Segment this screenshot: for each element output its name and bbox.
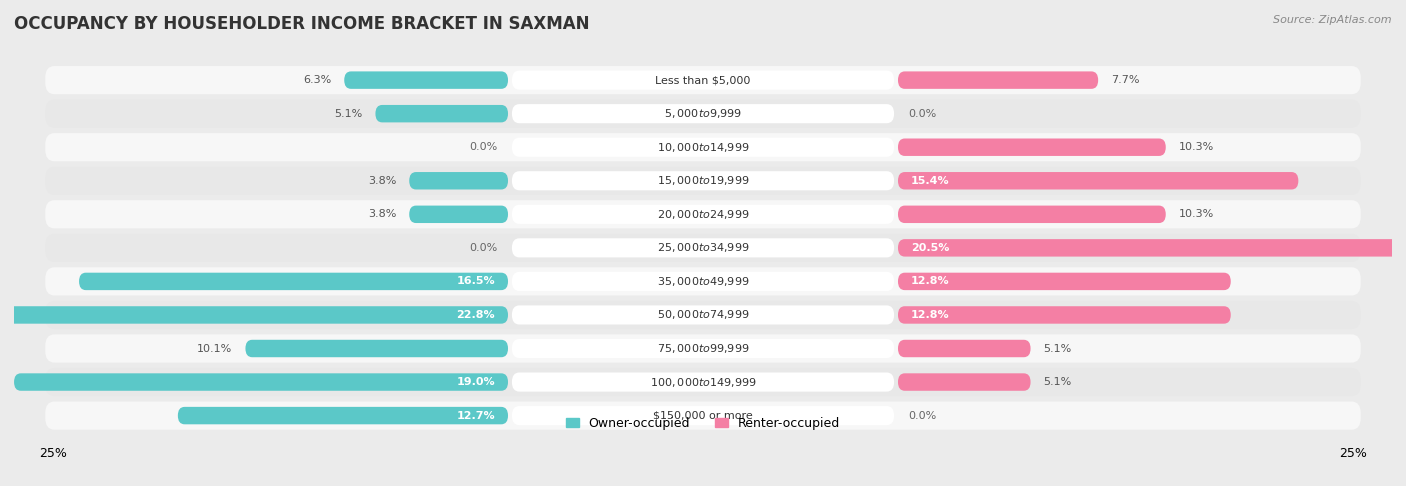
Text: 5.1%: 5.1% <box>1043 377 1071 387</box>
FancyBboxPatch shape <box>45 334 1361 363</box>
FancyBboxPatch shape <box>45 100 1361 128</box>
FancyBboxPatch shape <box>45 368 1361 396</box>
Text: 10.1%: 10.1% <box>197 344 232 353</box>
Text: 12.8%: 12.8% <box>911 277 949 286</box>
FancyBboxPatch shape <box>14 373 508 391</box>
Text: 0.0%: 0.0% <box>470 142 498 152</box>
Text: 19.0%: 19.0% <box>457 377 495 387</box>
Legend: Owner-occupied, Renter-occupied: Owner-occupied, Renter-occupied <box>561 412 845 435</box>
FancyBboxPatch shape <box>898 172 1298 190</box>
FancyBboxPatch shape <box>512 171 894 191</box>
FancyBboxPatch shape <box>409 206 508 223</box>
FancyBboxPatch shape <box>898 306 1230 324</box>
Text: 10.3%: 10.3% <box>1178 209 1213 219</box>
Text: 0.0%: 0.0% <box>908 411 936 420</box>
FancyBboxPatch shape <box>898 239 1406 257</box>
Text: 10.3%: 10.3% <box>1178 142 1213 152</box>
Text: 7.7%: 7.7% <box>1111 75 1140 85</box>
Text: $10,000 to $14,999: $10,000 to $14,999 <box>657 141 749 154</box>
FancyBboxPatch shape <box>45 234 1361 262</box>
FancyBboxPatch shape <box>898 71 1098 89</box>
Text: $15,000 to $19,999: $15,000 to $19,999 <box>657 174 749 187</box>
Text: $5,000 to $9,999: $5,000 to $9,999 <box>664 107 742 120</box>
Text: 12.7%: 12.7% <box>457 411 495 420</box>
FancyBboxPatch shape <box>45 133 1361 161</box>
FancyBboxPatch shape <box>512 104 894 123</box>
FancyBboxPatch shape <box>409 172 508 190</box>
FancyBboxPatch shape <box>512 406 894 425</box>
Text: Less than $5,000: Less than $5,000 <box>655 75 751 85</box>
Text: $20,000 to $24,999: $20,000 to $24,999 <box>657 208 749 221</box>
FancyBboxPatch shape <box>898 373 1031 391</box>
FancyBboxPatch shape <box>246 340 508 357</box>
FancyBboxPatch shape <box>512 272 894 291</box>
Text: 6.3%: 6.3% <box>302 75 332 85</box>
FancyBboxPatch shape <box>512 70 894 90</box>
FancyBboxPatch shape <box>512 339 894 358</box>
FancyBboxPatch shape <box>898 340 1031 357</box>
Text: 16.5%: 16.5% <box>457 277 495 286</box>
Text: Source: ZipAtlas.com: Source: ZipAtlas.com <box>1274 15 1392 25</box>
FancyBboxPatch shape <box>512 138 894 157</box>
Text: $75,000 to $99,999: $75,000 to $99,999 <box>657 342 749 355</box>
FancyBboxPatch shape <box>177 407 508 424</box>
FancyBboxPatch shape <box>45 301 1361 329</box>
Text: $25,000 to $34,999: $25,000 to $34,999 <box>657 242 749 254</box>
FancyBboxPatch shape <box>45 401 1361 430</box>
FancyBboxPatch shape <box>512 305 894 325</box>
Text: 12.8%: 12.8% <box>911 310 949 320</box>
Text: 5.1%: 5.1% <box>335 109 363 119</box>
Text: 15.4%: 15.4% <box>911 176 949 186</box>
FancyBboxPatch shape <box>45 200 1361 228</box>
Text: $35,000 to $49,999: $35,000 to $49,999 <box>657 275 749 288</box>
FancyBboxPatch shape <box>79 273 508 290</box>
FancyBboxPatch shape <box>512 205 894 224</box>
Text: 5.1%: 5.1% <box>1043 344 1071 353</box>
FancyBboxPatch shape <box>45 66 1361 94</box>
Text: 22.8%: 22.8% <box>457 310 495 320</box>
Text: 0.0%: 0.0% <box>470 243 498 253</box>
FancyBboxPatch shape <box>898 139 1166 156</box>
FancyBboxPatch shape <box>375 105 508 122</box>
FancyBboxPatch shape <box>45 167 1361 195</box>
FancyBboxPatch shape <box>898 273 1230 290</box>
Text: 3.8%: 3.8% <box>368 176 396 186</box>
FancyBboxPatch shape <box>45 267 1361 295</box>
FancyBboxPatch shape <box>512 238 894 258</box>
Text: $150,000 or more: $150,000 or more <box>654 411 752 420</box>
Text: 3.8%: 3.8% <box>368 209 396 219</box>
Text: OCCUPANCY BY HOUSEHOLDER INCOME BRACKET IN SAXMAN: OCCUPANCY BY HOUSEHOLDER INCOME BRACKET … <box>14 15 589 33</box>
FancyBboxPatch shape <box>898 206 1166 223</box>
Text: $50,000 to $74,999: $50,000 to $74,999 <box>657 309 749 321</box>
FancyBboxPatch shape <box>344 71 508 89</box>
FancyBboxPatch shape <box>0 306 508 324</box>
Text: 0.0%: 0.0% <box>908 109 936 119</box>
Text: $100,000 to $149,999: $100,000 to $149,999 <box>650 376 756 388</box>
Text: 20.5%: 20.5% <box>911 243 949 253</box>
FancyBboxPatch shape <box>512 372 894 392</box>
